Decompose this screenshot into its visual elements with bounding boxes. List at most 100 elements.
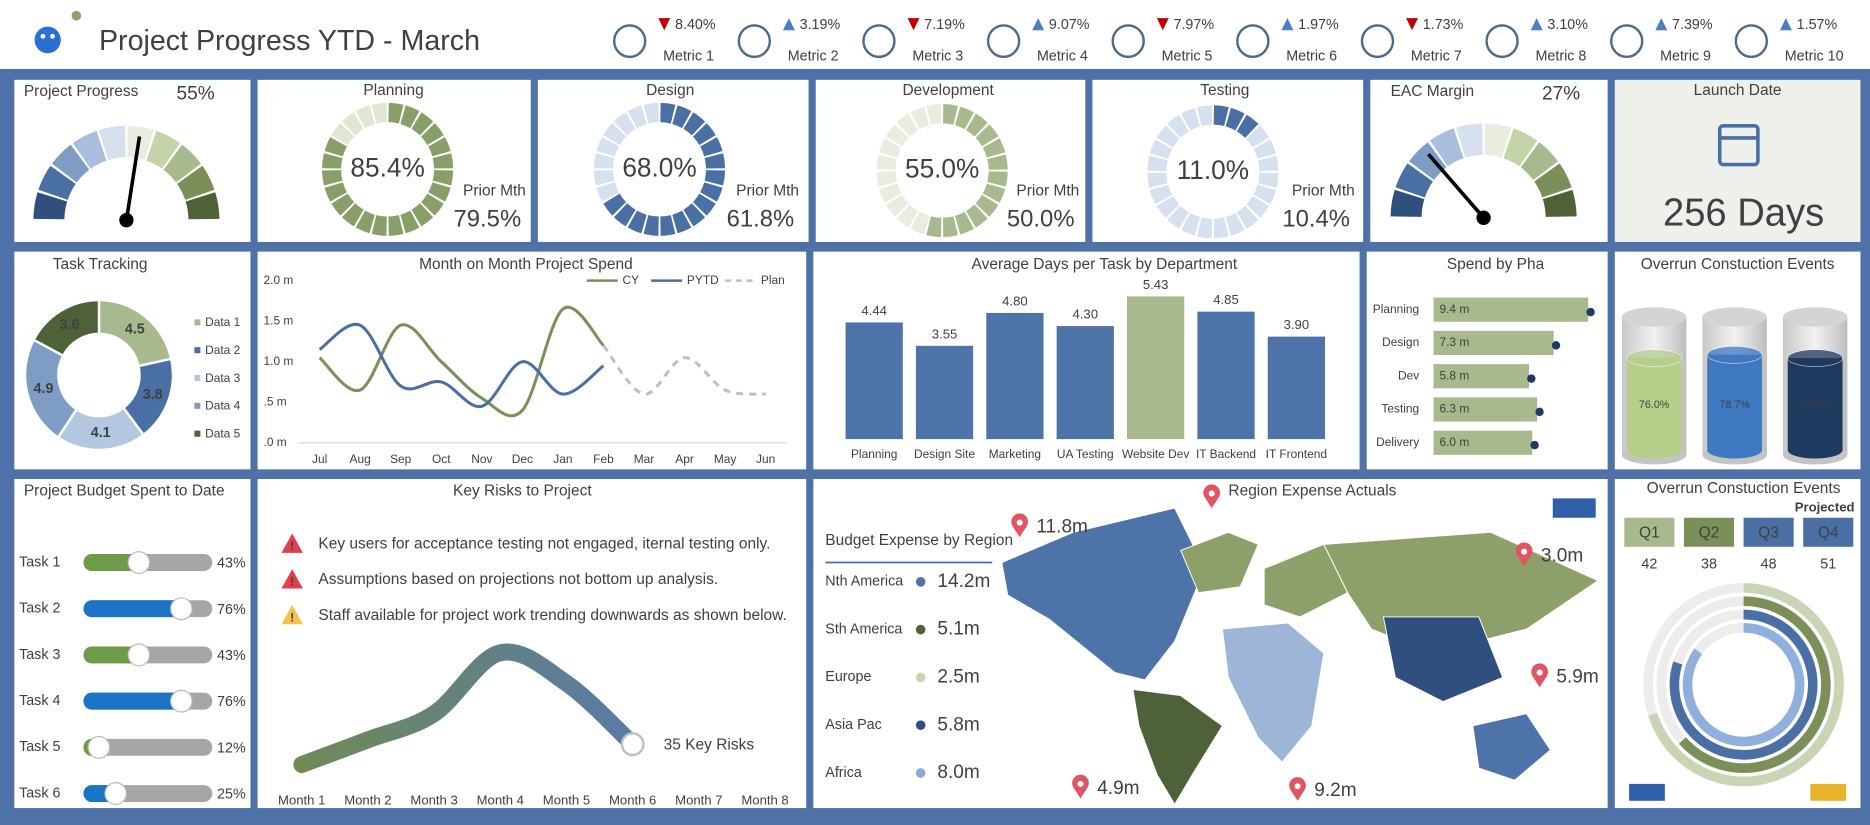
ring-segment xyxy=(1246,196,1270,218)
slider-value: 12% xyxy=(217,740,246,756)
slider-fill xyxy=(83,646,139,664)
cylinder-label: 76.0% xyxy=(1639,399,1670,411)
ring-segment xyxy=(987,154,1008,170)
quarter-value: 38 xyxy=(1701,557,1717,573)
metric-change: 1.73% xyxy=(1423,17,1464,33)
ring-segment xyxy=(966,204,988,228)
ring-segment xyxy=(428,137,451,157)
metric-label: Metric 9 xyxy=(1660,49,1711,65)
trend-arrow xyxy=(1281,18,1294,31)
ring-segment xyxy=(388,215,404,236)
ring-segment xyxy=(660,215,676,236)
cylinder-top xyxy=(1782,307,1848,327)
y-tick-label: .0 m xyxy=(264,435,287,449)
logo-eye xyxy=(40,33,46,39)
bar xyxy=(1056,326,1114,440)
ring-segment xyxy=(388,102,404,124)
x-tick-label: Mar xyxy=(634,452,655,466)
crane-icon xyxy=(1552,498,1596,518)
ring-segment xyxy=(643,215,659,236)
quarter-box xyxy=(1683,517,1735,547)
x-tick-label: Apr xyxy=(675,452,694,466)
bar-value: 4.80 xyxy=(1002,293,1028,308)
ring-segment xyxy=(1181,107,1201,131)
task-label: Task 2 xyxy=(19,600,60,616)
ring-segment xyxy=(342,112,364,136)
bar-value: 5.43 xyxy=(1143,277,1169,292)
chart-title: Month on Month Project Spend xyxy=(419,256,633,273)
bar-marker xyxy=(1535,407,1544,417)
gauge-segment xyxy=(1429,128,1464,167)
pin-label: 3.0m xyxy=(1541,545,1583,566)
y-tick-label: 1.0 m xyxy=(264,354,294,368)
ring-segment xyxy=(942,104,959,125)
ring-segment xyxy=(692,193,716,216)
ring-segment xyxy=(1236,114,1259,138)
x-tick-label: Jun xyxy=(756,452,775,466)
quarter-value: 48 xyxy=(1761,557,1777,573)
ring-progress xyxy=(593,102,726,236)
ring-segment xyxy=(603,193,627,216)
bar xyxy=(1433,397,1538,422)
slider-fill xyxy=(83,692,182,710)
metric-change: 1.97% xyxy=(1298,17,1339,33)
cylinder-top xyxy=(1702,307,1767,327)
slider-track xyxy=(83,738,213,756)
pin-label: 5.9m xyxy=(1556,666,1598,687)
metric-label: Metric 4 xyxy=(1037,49,1088,65)
task-label: Task 1 xyxy=(19,554,60,570)
y-tick-label: 2.0 m xyxy=(264,273,294,287)
ring-segment xyxy=(331,123,355,146)
south-america xyxy=(1132,688,1224,806)
radial-bar xyxy=(1682,622,1805,747)
slider-knob xyxy=(170,597,193,621)
prior-label: Prior Mth xyxy=(1292,182,1355,199)
ring-segment xyxy=(700,137,723,157)
y-tick-label: Planning xyxy=(1373,302,1419,316)
bar xyxy=(986,312,1044,440)
region-name: Europe xyxy=(825,669,871,685)
gauge-hub xyxy=(119,212,134,228)
chart-title: Overrun Constuction Events xyxy=(1641,256,1835,273)
risk-text: Key users for acceptance testing not eng… xyxy=(318,535,770,552)
ring-segment xyxy=(987,171,1008,187)
region-amount: 5.8m xyxy=(937,714,979,735)
quarter-box xyxy=(1624,517,1675,547)
trend-arrow xyxy=(1156,18,1169,31)
metric-change: 7.97% xyxy=(1174,17,1215,33)
x-tick-label: Month 4 xyxy=(477,792,524,807)
calendar-icon xyxy=(1717,123,1760,167)
ring-segment xyxy=(322,153,343,169)
ring-segment xyxy=(355,105,375,129)
map xyxy=(1001,507,1600,806)
slider-value: 25% xyxy=(217,787,246,803)
fill-top xyxy=(1626,349,1682,367)
ring-segment xyxy=(1225,107,1245,131)
x-tick-label: Feb xyxy=(593,452,614,466)
ring-value: 11.0% xyxy=(1177,155,1249,185)
truck-icon xyxy=(1810,783,1847,801)
slider-value: 43% xyxy=(217,648,246,664)
slider-fill xyxy=(83,554,139,571)
slider-knob xyxy=(104,782,128,806)
risk-icon xyxy=(281,569,303,589)
ring-segment xyxy=(896,204,919,228)
chart-title: Project Budget Spent to Date xyxy=(24,482,225,499)
slider-knob xyxy=(170,689,193,713)
ring-segment xyxy=(596,182,619,202)
table-title: Budget Expense by Region xyxy=(825,532,1013,549)
chart-title: Region Expense Actuals xyxy=(1228,482,1396,499)
ring-segment xyxy=(672,210,692,234)
risk-end xyxy=(620,732,645,757)
y-tick-label: Testing xyxy=(1381,402,1419,416)
fill-body xyxy=(1707,354,1763,450)
bar xyxy=(1433,364,1529,389)
pie-slice xyxy=(32,298,101,358)
ring-segment xyxy=(1213,217,1229,239)
bar-value: 4.85 xyxy=(1213,292,1239,307)
slider-knob xyxy=(87,735,111,759)
risk-icon-mark: ! xyxy=(290,575,294,589)
ring-segment xyxy=(613,203,636,227)
gauge-segment xyxy=(72,130,107,169)
ring-segment xyxy=(896,113,919,137)
